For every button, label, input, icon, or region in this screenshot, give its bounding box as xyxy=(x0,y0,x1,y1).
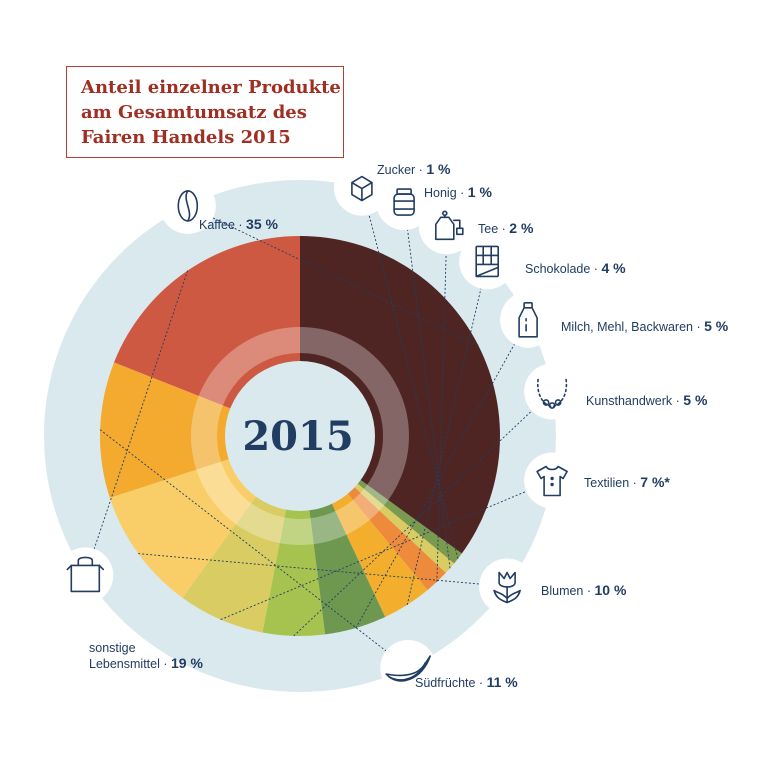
label-blumen: Blumen · 10 % xyxy=(541,582,627,598)
label-sonstige-lebensmittel: sonstige Lebensmittel · 19 % xyxy=(89,641,203,671)
slice-suedfruechte xyxy=(100,362,300,498)
label-value: 1 % xyxy=(426,161,451,177)
label-honig: Honig · 1 % xyxy=(424,184,492,200)
label-kaffee: Kaffee · 35 % xyxy=(199,216,278,232)
label-value: 35 % xyxy=(246,216,278,232)
center-disc xyxy=(225,361,375,511)
leader-line-kaffee xyxy=(212,217,479,346)
icon-badge xyxy=(333,159,390,216)
slice-labels: Kaffee · 35 %Zucker · 1 %Honig · 1 %Tee … xyxy=(89,161,729,690)
slice-icons xyxy=(57,159,581,696)
coffee-bean-icon xyxy=(159,177,216,234)
label-name-line-1: sonstige xyxy=(89,641,136,655)
chart-title-line-2: am Gesamtumsatz des xyxy=(81,102,307,123)
icon-badge xyxy=(524,452,581,509)
tshirt-icon xyxy=(524,452,581,509)
label-name: Südfrüchte · xyxy=(415,676,487,690)
label-value: 11 % xyxy=(487,674,519,690)
leader-line-tee xyxy=(436,254,447,582)
label-value: 4 % xyxy=(601,260,626,276)
icon-badge xyxy=(524,363,581,420)
label-textilien: Textilien · 7 %* xyxy=(584,474,670,490)
leader-line-sonstige-lebensmittel xyxy=(93,270,189,550)
label-name: Blumen · xyxy=(541,584,595,598)
label-name: Zucker · xyxy=(377,163,426,177)
icon-badge xyxy=(376,174,433,231)
label-value: 5 % xyxy=(683,392,708,408)
icon-badge xyxy=(418,198,475,255)
chart-title-box: Anteil einzelner Produkte am Gesamtumsat… xyxy=(66,66,344,158)
label-name: Tee · xyxy=(478,222,509,236)
icon-badge xyxy=(57,547,114,604)
slice-kaffee xyxy=(300,236,500,554)
label-value: 19 % xyxy=(171,655,203,671)
icon-badge xyxy=(459,233,516,290)
chocolate-bar-icon xyxy=(459,233,516,290)
necklace-icon xyxy=(524,363,581,420)
label-value: 2 % xyxy=(509,220,534,236)
leader-lines xyxy=(93,214,533,652)
leader-line-kunsthandwerk xyxy=(293,410,533,637)
label-suedfruechte: Südfrüchte · 11 % xyxy=(415,674,518,690)
shopping-bag-icon xyxy=(57,547,114,604)
label-value: 10 % xyxy=(595,582,627,598)
chart-title-line-1: Anteil einzelner Produkte xyxy=(81,77,341,98)
chart-title-line-3: Fairen Handels 2015 xyxy=(81,127,291,148)
leader-line-zucker xyxy=(368,214,459,559)
tea-bag-icon xyxy=(418,198,475,255)
leader-line-honig xyxy=(407,229,451,569)
label-zucker: Zucker · 1 % xyxy=(377,161,451,177)
label-value: 5 % xyxy=(704,318,729,334)
label-milch-mehl-backwaren: Milch, Mehl, Backwaren · 5 % xyxy=(561,318,729,334)
label-kunsthandwerk: Kunsthandwerk · 5 % xyxy=(586,392,708,408)
label-name: Honig · xyxy=(424,186,468,200)
icon-badge xyxy=(380,640,437,696)
label-value: 1 % xyxy=(468,184,493,200)
sugar-cube-icon xyxy=(333,159,390,216)
honey-jar-icon xyxy=(376,174,433,231)
leader-line-suedfruechte xyxy=(99,429,387,652)
leader-line-blumen xyxy=(138,553,480,585)
banana-icon xyxy=(380,640,437,696)
slice-kunsthandwerk xyxy=(262,436,326,636)
label-name: Kaffee · xyxy=(199,218,246,232)
tulip-icon xyxy=(479,558,536,615)
label-name: Milch, Mehl, Backwaren · xyxy=(561,320,704,334)
label-name: Schokolade · xyxy=(525,262,601,276)
label-tee: Tee · 2 % xyxy=(478,220,534,236)
label-name-line-2: Lebensmittel · xyxy=(89,657,171,671)
center-year-label: 2015 xyxy=(242,413,353,460)
icon-badge xyxy=(500,291,557,348)
label-name: Kunsthandwerk · xyxy=(586,394,683,408)
label-name: Textilien · xyxy=(584,476,640,490)
milk-bottle-icon xyxy=(500,291,557,348)
leader-line-textilien xyxy=(220,490,527,621)
label-value: 7 %* xyxy=(640,474,670,490)
label-schokolade: Schokolade · 4 % xyxy=(525,260,626,276)
inner-halo-ring xyxy=(191,327,409,545)
